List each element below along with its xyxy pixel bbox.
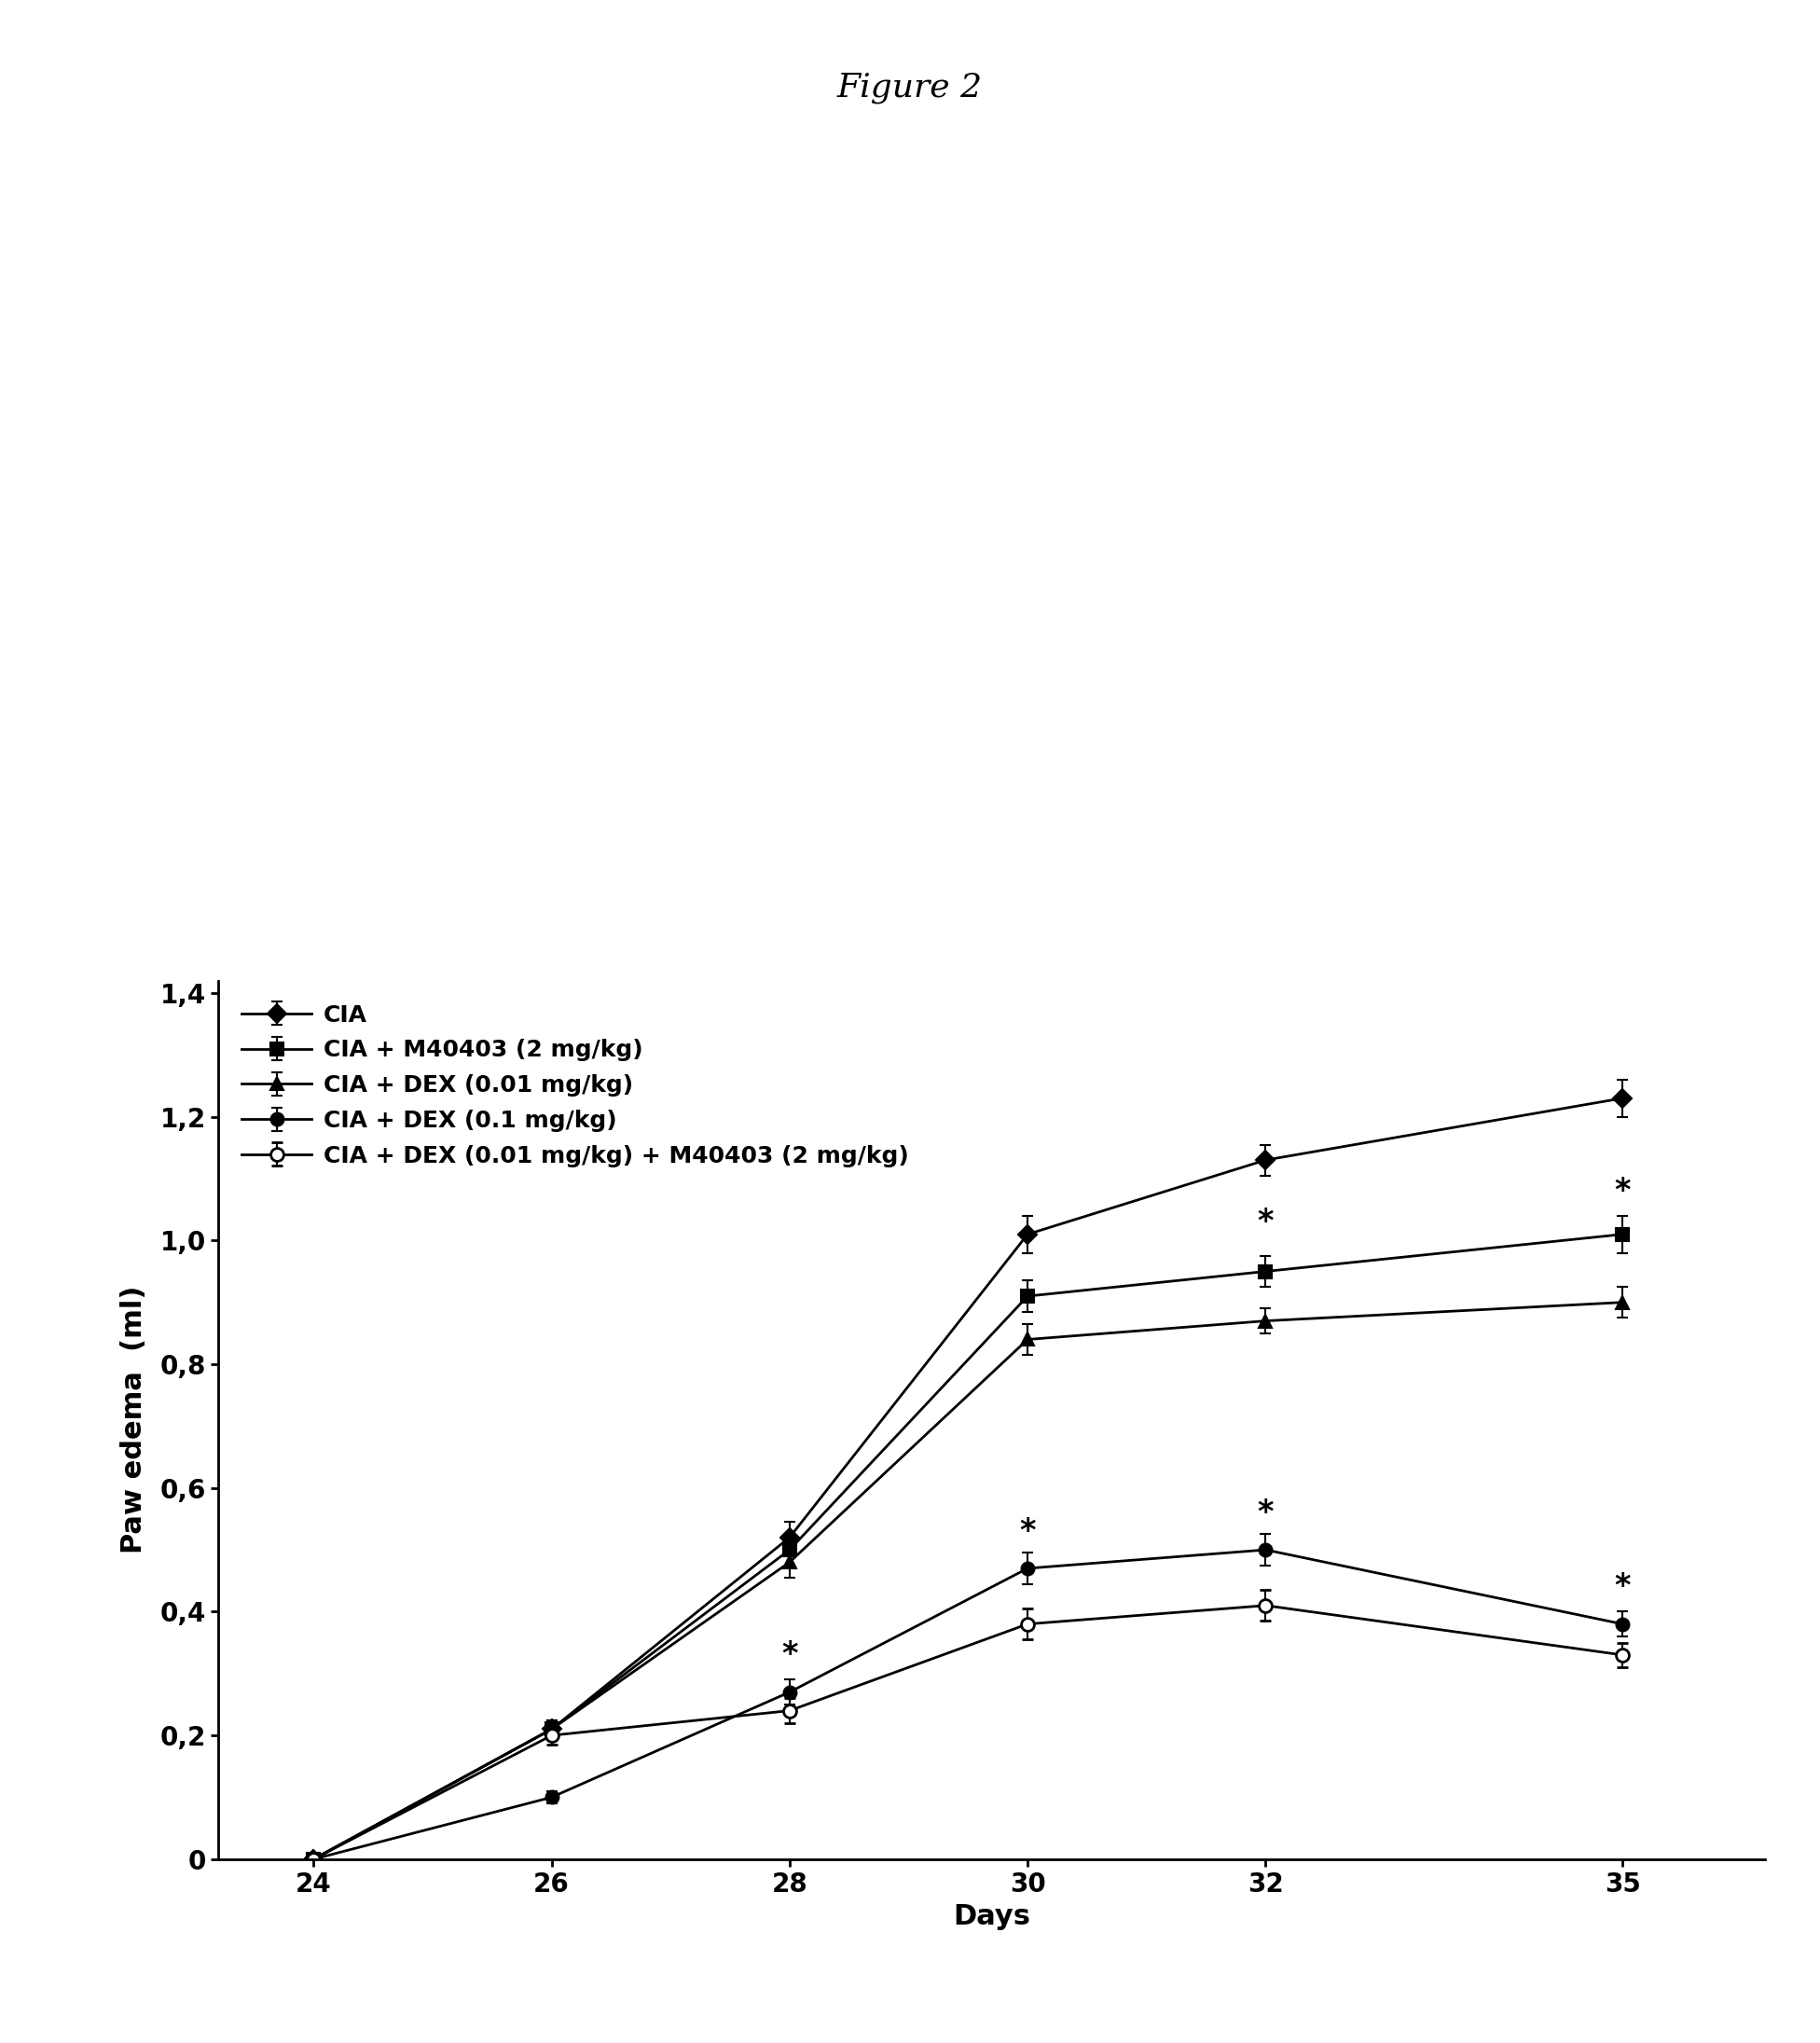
Legend: CIA, CIA + M40403 (2 mg/kg), CIA + DEX (0.01 mg/kg), CIA + DEX (0.1 mg/kg), CIA : CIA, CIA + M40403 (2 mg/kg), CIA + DEX (… bbox=[229, 993, 921, 1179]
Text: *: * bbox=[1614, 1571, 1631, 1602]
Text: Figure 2: Figure 2 bbox=[837, 72, 983, 104]
X-axis label: Days: Days bbox=[954, 1902, 1030, 1931]
Text: *: * bbox=[781, 1641, 797, 1671]
Y-axis label: Paw edema  (ml): Paw edema (ml) bbox=[120, 1285, 147, 1555]
Text: *: * bbox=[1258, 1498, 1274, 1528]
Text: *: * bbox=[1019, 1516, 1036, 1547]
Text: *: * bbox=[1258, 1207, 1274, 1238]
Text: *: * bbox=[1614, 1175, 1631, 1207]
